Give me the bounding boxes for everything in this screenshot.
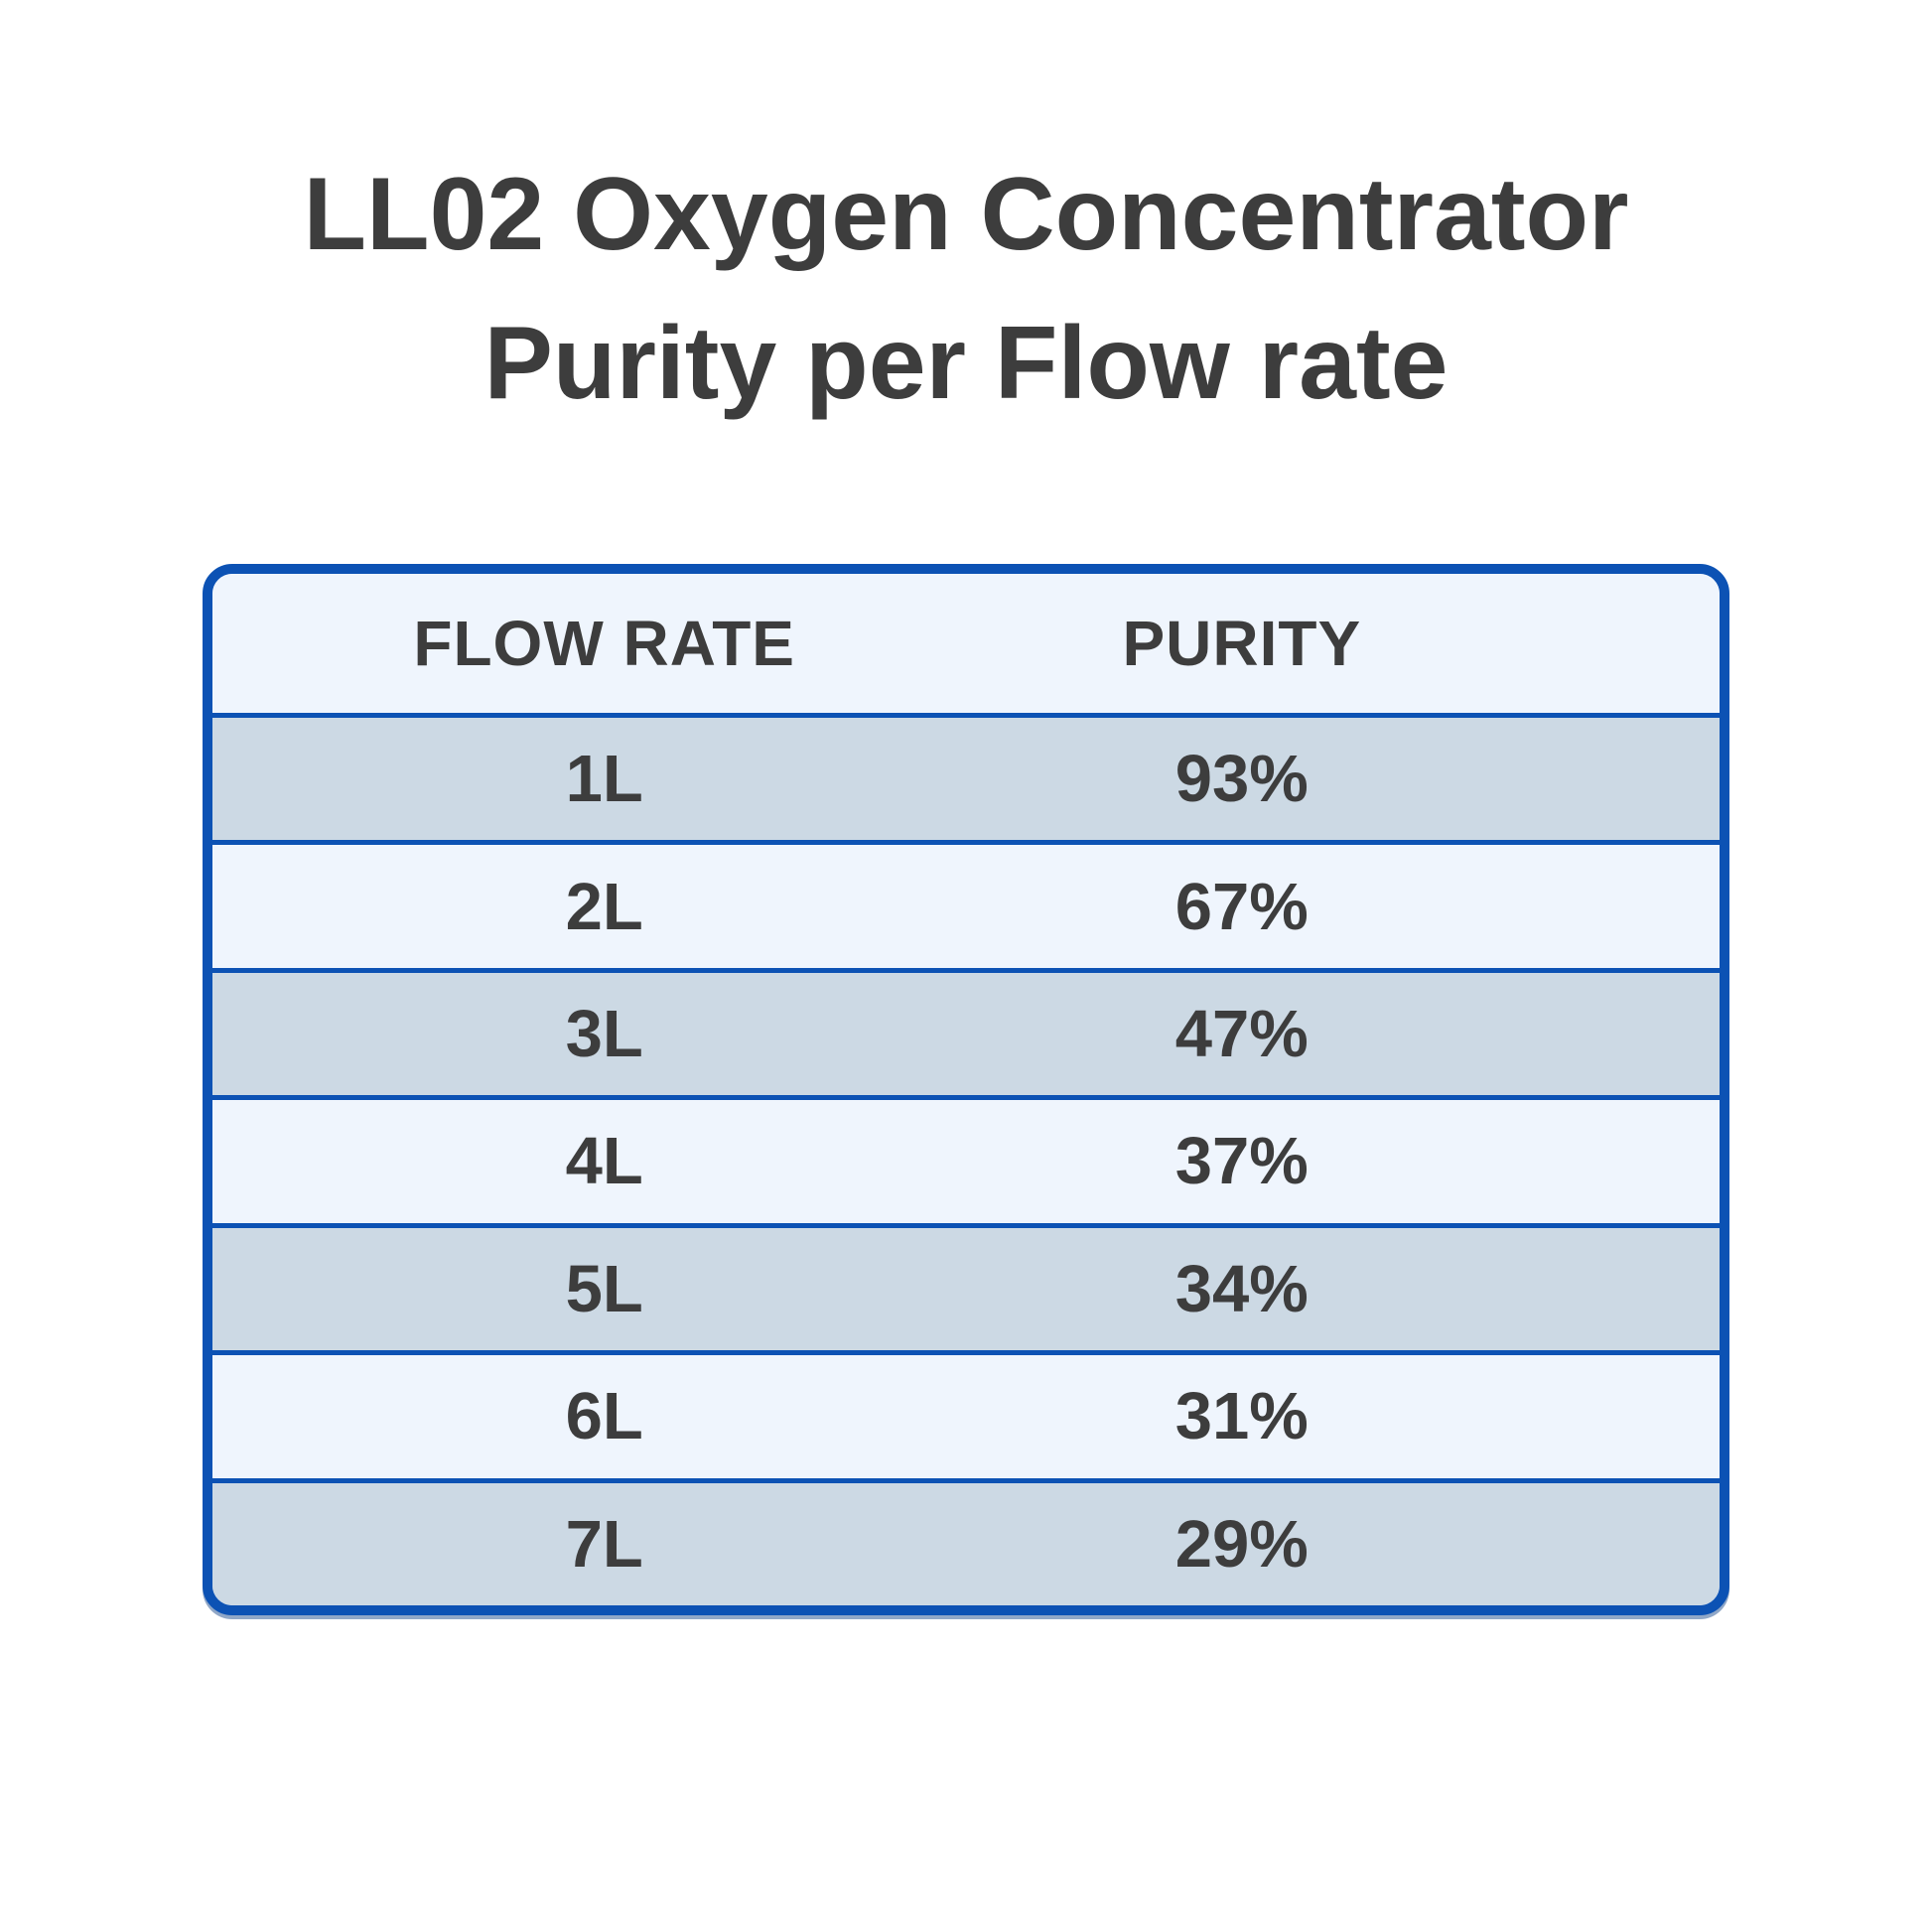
table-row: 6L 31%: [212, 1350, 1720, 1478]
table-row: 1L 93%: [212, 713, 1720, 841]
table-row: 2L 67%: [212, 840, 1720, 968]
page-title: LL02 Oxygen Concentrator Purity per Flow…: [0, 140, 1932, 438]
table-row: 7L 29%: [212, 1477, 1720, 1605]
flow-rate-cell: 4L: [565, 1124, 643, 1199]
purity-cell: 31%: [1174, 1379, 1309, 1454]
table-row: 5L 34%: [212, 1222, 1720, 1351]
flow-rate-cell: 3L: [565, 997, 643, 1072]
table-row: 4L 37%: [212, 1095, 1720, 1223]
purity-cell: 37%: [1174, 1124, 1309, 1199]
page-title-line1: LL02 Oxygen Concentrator: [303, 157, 1629, 272]
table-row: 3L 47%: [212, 967, 1720, 1096]
flow-rate-cell: 5L: [565, 1251, 643, 1326]
purity-cell: 47%: [1174, 997, 1309, 1072]
table-header-row: FLOW RATE PURITY: [212, 574, 1720, 713]
flow-rate-cell: 1L: [565, 742, 643, 817]
column-header-flow-rate: FLOW RATE: [413, 608, 795, 679]
flow-rate-cell: 6L: [565, 1379, 643, 1454]
page-title-line2: Purity per Flow rate: [483, 306, 1449, 421]
flow-rate-cell: 2L: [565, 869, 643, 944]
purity-cell: 67%: [1174, 869, 1309, 944]
column-header-purity: PURITY: [1122, 608, 1362, 679]
purity-cell: 29%: [1174, 1506, 1309, 1582]
purity-cell: 34%: [1174, 1251, 1309, 1326]
purity-cell: 93%: [1174, 742, 1309, 817]
flow-rate-cell: 7L: [565, 1506, 643, 1582]
purity-table: FLOW RATE PURITY 1L 93% 2L 67% 3L 47% 4L…: [203, 564, 1729, 1615]
